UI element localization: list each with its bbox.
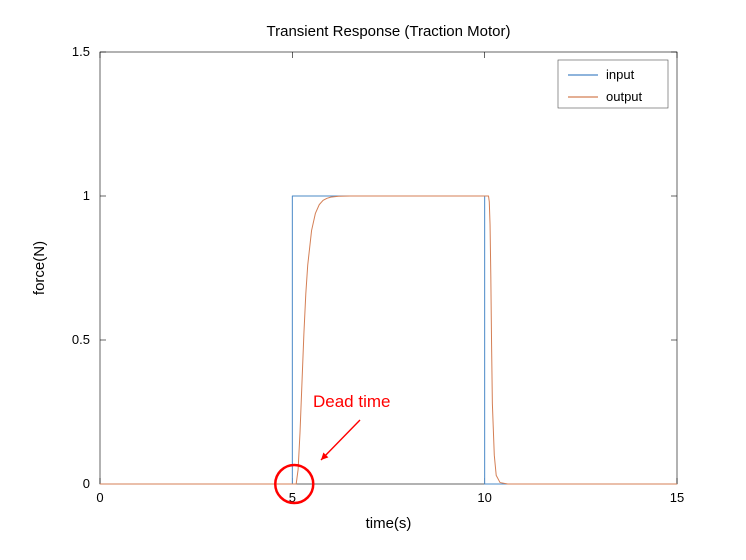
x-tick-label: 0 <box>96 490 103 505</box>
legend-label-output: output <box>606 89 643 104</box>
chart-title: Transient Response (Traction Motor) <box>267 23 511 40</box>
chart-svg: 05101500.511.5Transient Response (Tracti… <box>0 0 746 560</box>
y-tick-label: 1 <box>83 188 90 203</box>
chart-container: 05101500.511.5Transient Response (Tracti… <box>0 0 746 560</box>
y-tick-label: 0.5 <box>72 332 90 347</box>
x-tick-label: 15 <box>670 490 684 505</box>
plot-area <box>100 52 677 484</box>
dead-time-label: Dead time <box>313 392 390 411</box>
y-tick-label: 1.5 <box>72 44 90 59</box>
x-axis-label: time(s) <box>366 515 412 532</box>
y-tick-label: 0 <box>83 476 90 491</box>
y-axis-label: force(N) <box>31 241 48 295</box>
x-tick-label: 10 <box>477 490 491 505</box>
legend-label-input: input <box>606 67 635 82</box>
